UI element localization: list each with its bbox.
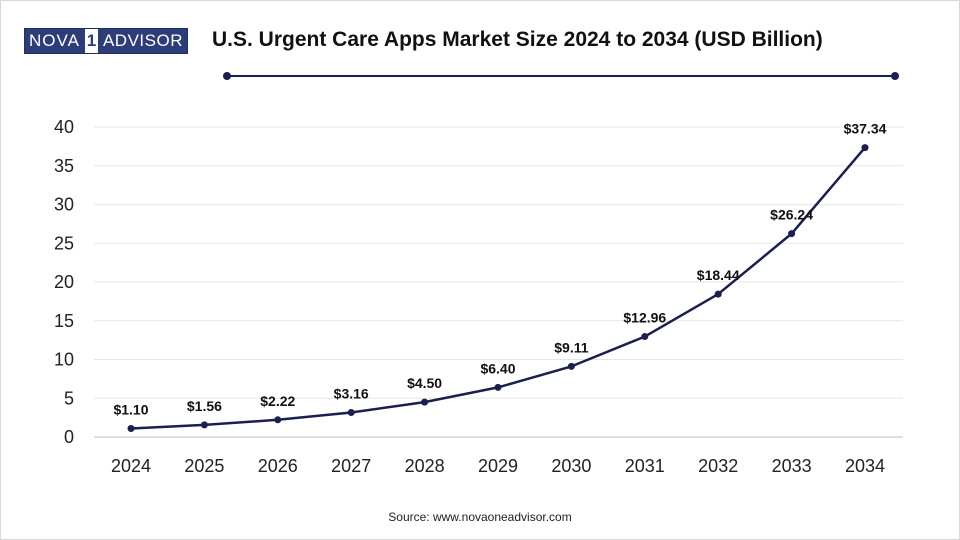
x-tick-label: 2029 — [478, 456, 518, 476]
logo-text-right: ADVISOR — [98, 29, 187, 53]
data-label: $2.22 — [260, 393, 295, 409]
data-point-marker — [641, 333, 649, 341]
logo-text-left: NOVA — [25, 29, 84, 53]
y-tick-label: 20 — [54, 272, 74, 292]
y-tick-label: 0 — [64, 427, 74, 447]
data-point-marker — [861, 144, 869, 152]
y-tick-label: 25 — [54, 233, 74, 253]
y-tick-label: 10 — [54, 350, 74, 370]
x-tick-label: 2024 — [111, 456, 151, 476]
data-point-marker — [274, 416, 282, 424]
x-tick-label: 2027 — [331, 456, 371, 476]
data-point-marker — [494, 383, 502, 391]
x-tick-label: 2033 — [772, 456, 812, 476]
data-label: $1.56 — [187, 398, 222, 414]
data-label: $1.10 — [113, 401, 148, 417]
data-point-marker — [200, 421, 208, 429]
y-tick-label: 15 — [54, 311, 74, 331]
x-tick-label: 2030 — [551, 456, 591, 476]
y-tick-label: 40 — [54, 117, 74, 137]
nova-advisor-logo: NOVA 1 ADVISOR — [24, 28, 188, 54]
data-point-marker — [347, 409, 355, 417]
data-label: $4.50 — [407, 375, 442, 391]
data-point-marker — [421, 398, 429, 406]
x-tick-label: 2025 — [184, 456, 224, 476]
data-label: $6.40 — [480, 360, 515, 376]
y-tick-label: 5 — [64, 388, 74, 408]
data-label: $18.44 — [697, 267, 740, 283]
source-note: Source: www.novaoneadvisor.com — [388, 510, 572, 524]
data-label: $12.96 — [623, 310, 666, 326]
data-point-marker — [788, 230, 796, 238]
data-label: $9.11 — [554, 339, 588, 355]
x-tick-label: 2028 — [405, 456, 445, 476]
chart-title: U.S. Urgent Care Apps Market Size 2024 t… — [212, 28, 823, 51]
data-label: $26.24 — [770, 207, 813, 223]
data-point-marker — [567, 362, 575, 370]
title-underline-right-dot — [891, 72, 899, 80]
data-label: $3.16 — [334, 386, 369, 402]
x-tick-label: 2034 — [845, 456, 885, 476]
x-tick-label: 2031 — [625, 456, 665, 476]
x-tick-label: 2032 — [698, 456, 738, 476]
logo-mark: 1 — [83, 29, 99, 53]
title-underline-left-dot — [223, 72, 231, 80]
y-tick-label: 35 — [54, 156, 74, 176]
x-tick-label: 2026 — [258, 456, 298, 476]
y-tick-label: 30 — [54, 195, 74, 215]
data-label: $37.34 — [844, 121, 887, 137]
data-point-marker — [127, 424, 135, 432]
data-point-marker — [714, 290, 722, 298]
